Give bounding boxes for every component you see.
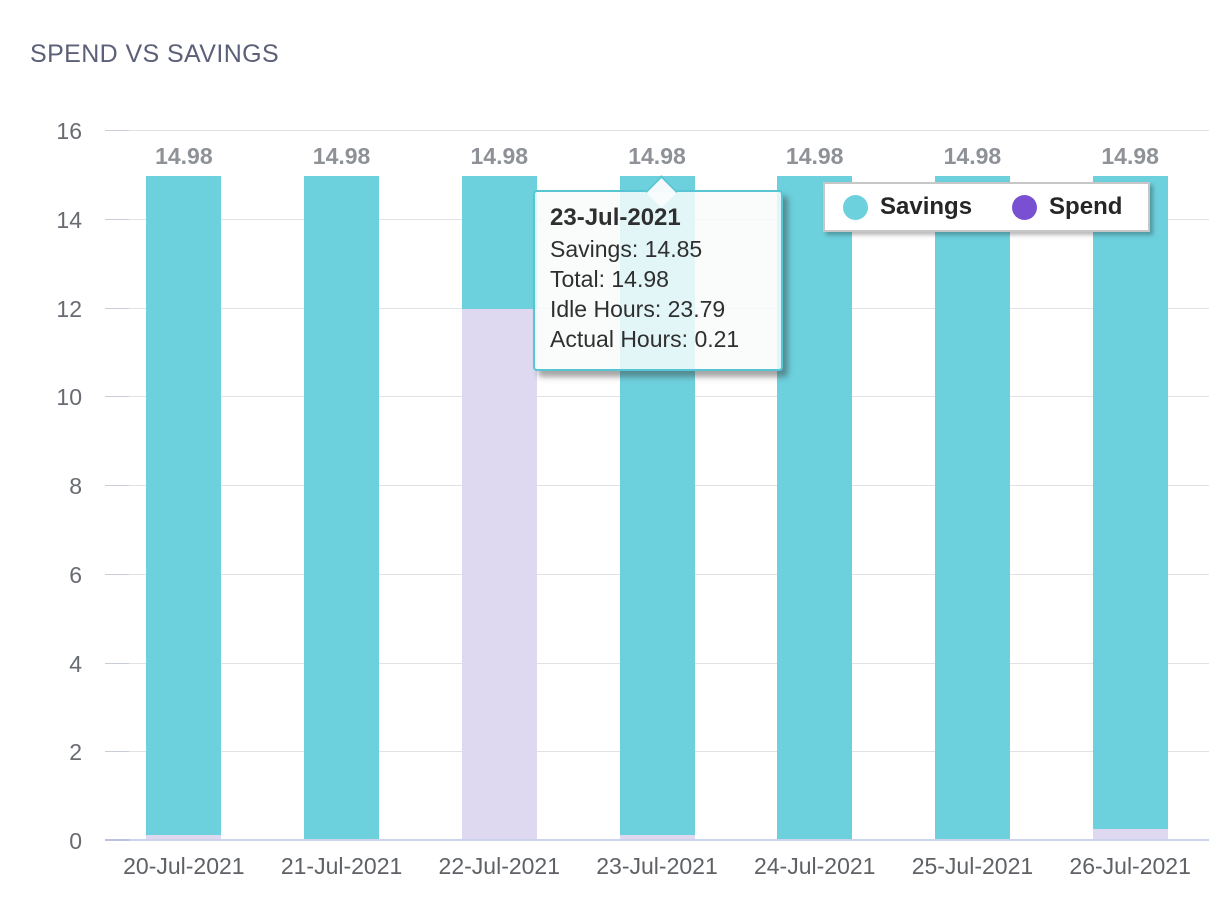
bar-segment-spend-22-Jul-2021[interactable] <box>461 308 537 841</box>
y-axis-tick-label: 4 <box>69 650 82 677</box>
x-axis-category-label: 22-Jul-2021 <box>438 853 561 879</box>
tooltip: 23-Jul-2021 Savings: 14.85 Total: 14.98 … <box>533 175 783 371</box>
bar-value-label: 14.98 <box>943 143 1002 170</box>
gridline <box>105 130 1209 131</box>
savings-marker-icon <box>843 194 868 220</box>
x-axis-category-label: 21-Jul-2021 <box>280 853 403 879</box>
bar-value-label: 14.98 <box>470 143 529 170</box>
tooltip-actual-hours-line: Actual Hours: 0.21 <box>550 326 740 352</box>
bar-segment-savings-24-Jul-2021[interactable] <box>777 176 853 841</box>
bar-value-label: 14.98 <box>628 143 686 170</box>
bar-value-label: 14.98 <box>155 143 213 170</box>
x-axis-category-label: 26-Jul-2021 <box>1069 853 1191 879</box>
bar-segment-savings-26-Jul-2021[interactable] <box>1092 176 1168 830</box>
x-axis-category-label: 24-Jul-2021 <box>753 853 876 879</box>
spend-marker-icon <box>1012 194 1038 220</box>
tooltip-title: 23-Jul-2021 <box>550 204 681 231</box>
legend-label-spend: Spend <box>1049 193 1123 220</box>
y-axis-tick-label: 14 <box>56 206 82 233</box>
x-axis-baseline <box>105 839 1209 841</box>
x-axis-category-label: 23-Jul-2021 <box>596 853 718 879</box>
legend: Savings Spend <box>823 182 1150 232</box>
y-axis-tick-label: 16 <box>56 118 82 144</box>
y-axis-tick-label: 2 <box>69 739 82 766</box>
bar-segment-savings-21-Jul-2021[interactable] <box>304 176 380 841</box>
bar-segment-spend-26-Jul-2021[interactable] <box>1092 829 1168 841</box>
x-axis-category-label: 25-Jul-2021 <box>911 853 1034 879</box>
y-axis-tick-label: 10 <box>56 384 82 411</box>
bar-value-label: 14.98 <box>312 143 371 170</box>
y-axis-tick-label: 0 <box>69 828 82 854</box>
bar-segment-spend-23-Jul-2021[interactable] <box>619 835 695 841</box>
tooltip-total-line: Total: 14.98 <box>550 266 669 292</box>
legend-label-savings: Savings <box>880 193 973 220</box>
x-axis-category-label: 20-Jul-2021 <box>123 853 245 879</box>
y-axis-tick-label: 8 <box>69 473 82 499</box>
bar-value-label: 14.98 <box>1101 143 1159 170</box>
legend-item-savings[interactable]: Savings <box>843 193 972 221</box>
tooltip-idle-hours-line: Idle Hours: 23.79 <box>550 296 726 322</box>
bar-segment-savings-25-Jul-2021[interactable] <box>934 176 1010 841</box>
bar-value-label: 14.98 <box>785 143 844 170</box>
legend-item-spend[interactable]: Spend <box>1012 193 1122 221</box>
y-axis-tick-label: 12 <box>56 295 82 322</box>
x-axis: 20-Jul-2021 21-Jul-2021 22-Jul-2021 23-Jul-… <box>105 853 1209 883</box>
bar-segment-savings-22-Jul-2021[interactable] <box>461 176 537 309</box>
bar-segment-spend-20-Jul-2021[interactable] <box>146 835 222 841</box>
y-axis: 0 2 4 6 8 10 12 14 16 <box>0 118 82 854</box>
bar-segment-savings-20-Jul-2021[interactable] <box>146 176 222 836</box>
y-axis-tick-label: 6 <box>69 561 82 588</box>
page-title: SPEND VS SAVINGS <box>30 40 280 68</box>
tooltip-savings-line: Savings: 14.85 <box>550 236 703 262</box>
